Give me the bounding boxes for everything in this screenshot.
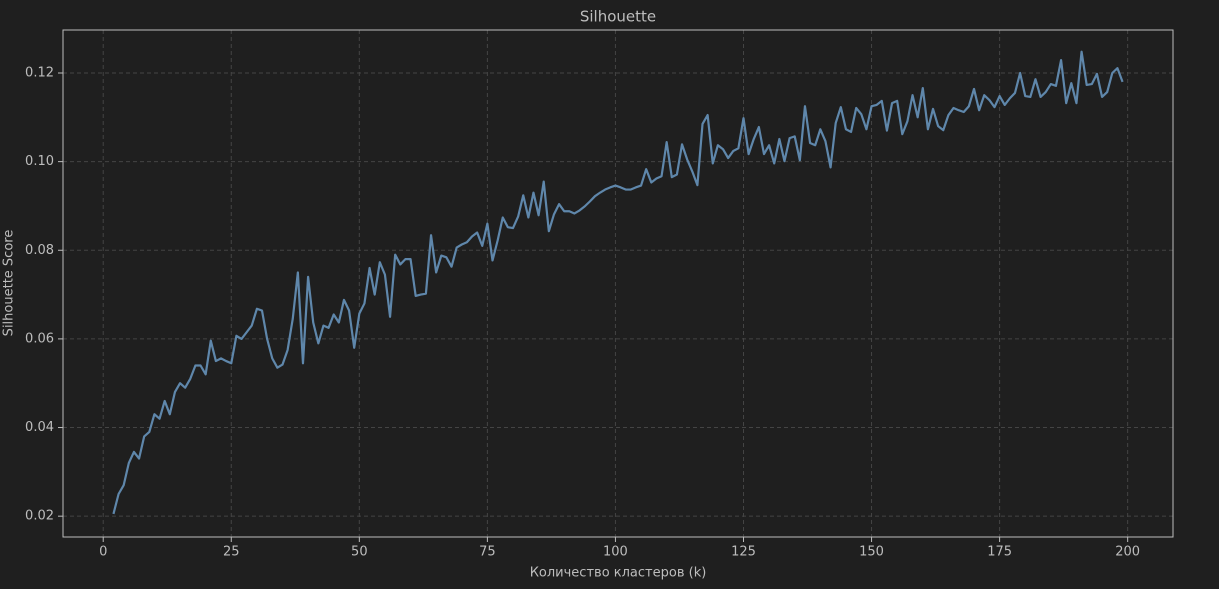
x-tick-label: 150 (859, 545, 884, 560)
data-line (112, 50, 1124, 515)
x-tick-label: 0 (99, 545, 107, 560)
x-axis-label: Количество кластеров (k) (530, 566, 707, 581)
x-tick-label: 75 (479, 545, 496, 560)
y-tick-label: 0.08 (25, 243, 54, 258)
chart-title: Silhouette (580, 8, 656, 26)
y-axis-label: Silhouette Score (2, 230, 17, 337)
x-tick-label: 100 (603, 545, 628, 560)
plot-frame (62, 29, 1174, 538)
x-tick-label: 200 (1115, 545, 1140, 560)
y-tick-label: 0.10 (25, 154, 54, 169)
x-tick-label: 25 (223, 545, 240, 560)
x-tick-label: 50 (351, 545, 368, 560)
x-tick-label: 125 (731, 545, 756, 560)
y-tick-label: 0.02 (25, 509, 54, 524)
y-tick-label: 0.06 (25, 331, 54, 346)
y-tick-label: 0.04 (25, 420, 54, 435)
x-tick-label: 175 (987, 545, 1012, 560)
y-tick-label: 0.12 (25, 65, 54, 80)
